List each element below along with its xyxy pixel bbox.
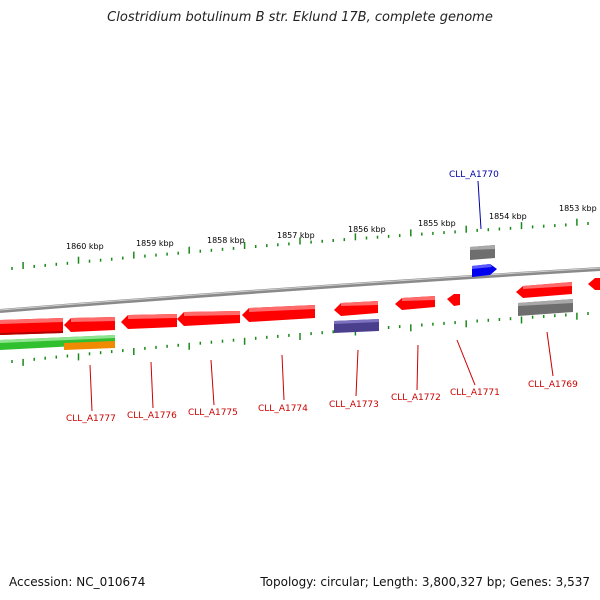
- leader-line-cll-a1770: [477, 180, 482, 230]
- kbp-label-1854: 1854 kbp: [489, 212, 527, 221]
- gene-right-edge[interactable]: [588, 278, 600, 290]
- outer-tick-track: [11, 218, 589, 270]
- genome-backbone: [0, 267, 600, 313]
- label-cll-a1770[interactable]: CLL_A1770: [449, 170, 499, 180]
- kbp-label-1853: 1853 kbp: [559, 204, 597, 213]
- gene-cll-a1770-blue[interactable]: [472, 264, 497, 277]
- gene-features: [0, 245, 600, 350]
- label-cll-a1775[interactable]: CLL_A1775: [188, 408, 238, 418]
- label-cll-a1771[interactable]: CLL_A1771: [450, 388, 500, 398]
- label-cll-a1769[interactable]: CLL_A1769: [528, 380, 578, 390]
- kbp-label-group: 1860 kbp 1859 kbp 1858 kbp 1857 kbp 1856…: [66, 204, 597, 251]
- genome-backbone-highlight: [0, 267, 600, 311]
- gene-cll-a1769[interactable]: [516, 282, 572, 298]
- gene-labels: CLL_A1777 CLL_A1776 CLL_A1775 CLL_A1774 …: [66, 170, 578, 424]
- gene-cll-a1777[interactable]: [0, 318, 63, 335]
- kbp-label-1860: 1860 kbp: [66, 242, 104, 251]
- kbp-label-1856: 1856 kbp: [348, 225, 386, 234]
- label-cll-a1776[interactable]: CLL_A1776: [127, 411, 177, 421]
- genome-summary-text: Topology: circular; Length: 3,800,327 bp…: [260, 575, 590, 589]
- label-cll-a1773[interactable]: CLL_A1773: [329, 400, 379, 410]
- leader-line-cll-a1776: [150, 361, 154, 409]
- leader-line-cll-a1777: [89, 364, 93, 412]
- gene-cll-a1770-gray[interactable]: [470, 245, 495, 260]
- leader-lines: [89, 180, 554, 412]
- gene-cll-a1771[interactable]: [447, 294, 460, 306]
- kbp-label-1855: 1855 kbp: [418, 219, 456, 228]
- kbp-label-1859: 1859 kbp: [136, 239, 174, 248]
- label-cll-a1774[interactable]: CLL_A1774: [258, 404, 308, 414]
- gene-cll-a1774[interactable]: [177, 311, 240, 326]
- gene-orange-track[interactable]: [64, 341, 115, 350]
- gene-cll-a1776[interactable]: [64, 317, 115, 332]
- kbp-label-1857: 1857 kbp: [277, 231, 315, 240]
- gene-cll-a1775[interactable]: [121, 314, 177, 329]
- accession-text: Accession: NC_010674: [9, 575, 146, 589]
- gene-cll-a1772[interactable]: [395, 296, 435, 310]
- map-title: Clostridium botulinum B str. Eklund 17B,…: [107, 10, 493, 25]
- label-cll-a1772[interactable]: CLL_A1772: [391, 393, 441, 403]
- leader-line-cll-a1775: [210, 359, 215, 406]
- leader-line-cll-a1774: [281, 354, 285, 401]
- gene-cll-a1774-b[interactable]: [242, 305, 315, 322]
- leader-line-cll-a1772: [416, 344, 419, 391]
- leader-line-cll-a1771: [456, 339, 476, 386]
- gene-cll-a1773[interactable]: [334, 301, 378, 316]
- inner-tick-track: [11, 312, 589, 366]
- gene-green-track[interactable]: [0, 335, 115, 350]
- gene-gray-1769-row[interactable]: [518, 299, 573, 316]
- gene-purple-1773-row[interactable]: [334, 319, 379, 333]
- leader-line-cll-a1773: [355, 349, 359, 397]
- kbp-label-1858: 1858 kbp: [207, 236, 245, 245]
- leader-line-cll-a1769: [546, 331, 554, 377]
- label-cll-a1777[interactable]: CLL_A1777: [66, 414, 116, 424]
